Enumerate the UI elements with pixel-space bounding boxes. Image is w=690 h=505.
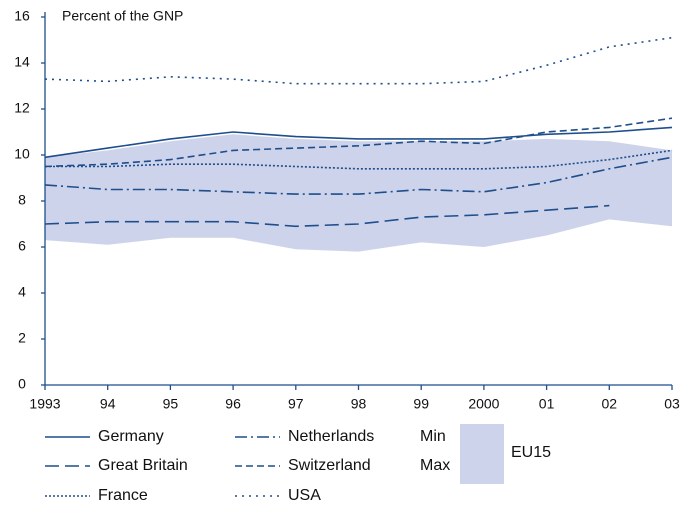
x-tick-label: 1993 bbox=[29, 396, 60, 412]
legend-label: Switzerland bbox=[288, 457, 371, 474]
x-tick-label: 96 bbox=[225, 396, 241, 412]
legend-label: Great Britain bbox=[98, 457, 188, 474]
series-line bbox=[44, 204, 610, 228]
series-line bbox=[45, 149, 673, 170]
x-tick-label: 95 bbox=[163, 396, 179, 412]
y-tick-label: 8 bbox=[18, 192, 26, 208]
eu15-band bbox=[45, 134, 672, 252]
legend-label: Germany bbox=[98, 428, 164, 445]
legend-label: USA bbox=[288, 487, 321, 504]
y-tick-label: 10 bbox=[14, 146, 30, 162]
x-tick-label: 03 bbox=[664, 396, 680, 412]
x-tick-label: 97 bbox=[288, 396, 304, 412]
series-line bbox=[44, 36, 673, 85]
x-tick-label: 01 bbox=[539, 396, 555, 412]
series-line bbox=[44, 156, 673, 195]
y-tick-label: 4 bbox=[18, 284, 26, 300]
legend-label: France bbox=[98, 487, 148, 504]
legend-band: EU15 bbox=[511, 444, 551, 461]
x-tick-label: 94 bbox=[100, 396, 116, 412]
x-tick-label: 02 bbox=[602, 396, 618, 412]
series-line bbox=[44, 126, 673, 159]
legend-max: Max bbox=[420, 457, 450, 474]
legend-label: Netherlands bbox=[288, 428, 374, 445]
x-tick-label: 99 bbox=[413, 396, 429, 412]
legend-min: Min bbox=[420, 428, 446, 445]
y-tick-label: 0 bbox=[18, 376, 26, 392]
y-tick-label: 12 bbox=[14, 100, 30, 116]
y-tick-label: 6 bbox=[18, 238, 26, 254]
legend-swatch bbox=[460, 424, 504, 484]
x-tick-label: 2000 bbox=[468, 396, 499, 412]
y-tick-label: 16 bbox=[14, 8, 30, 24]
y-axis-label: Percent of the GNP bbox=[62, 8, 183, 24]
series-line bbox=[44, 117, 673, 168]
y-tick-label: 14 bbox=[14, 54, 30, 70]
y-tick-label: 2 bbox=[18, 330, 26, 346]
x-tick-label: 98 bbox=[351, 396, 367, 412]
